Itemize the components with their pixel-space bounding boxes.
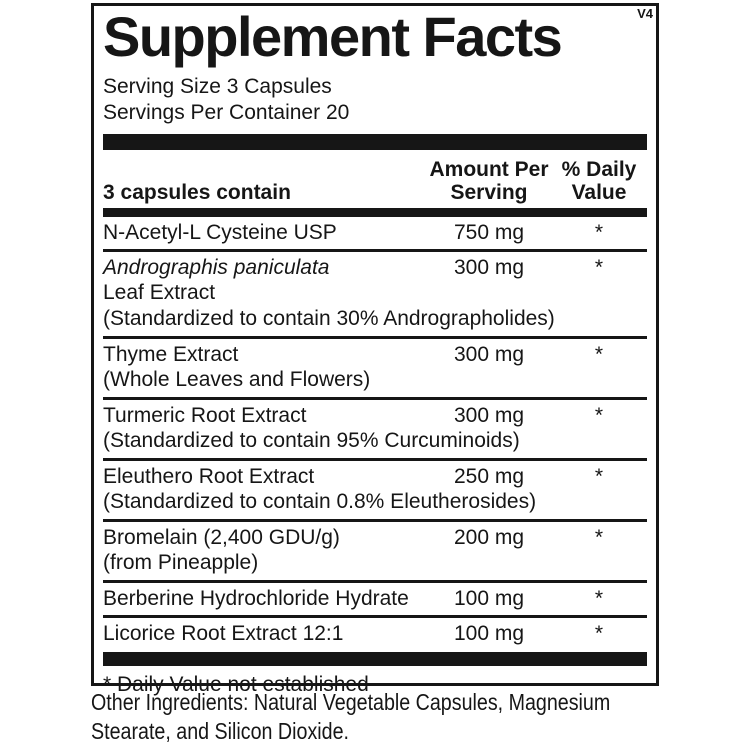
ingredient-row-main: Licorice Root Extract 12:1 100 mg * [103,621,647,646]
ingredient-row: Thyme Extract 300 mg * (Whole Leaves and… [103,336,647,397]
ingredient-amount: 300 mg [453,343,525,366]
ingredient-daily-value: * [594,587,604,610]
ingredient-amount: 300 mg [453,256,525,279]
ingredient-row-main: Turmeric Root Extract 300 mg * [103,403,647,428]
ingredient-daily-value: * [594,622,604,645]
ingredient-row: Andrographis paniculata 300 mg * Leaf Ex… [103,249,647,336]
ingredient-daily-value: * [594,221,604,244]
ingredient-daily-value: * [594,256,604,279]
ingredient-row-main: Eleuthero Root Extract 250 mg * [103,464,647,489]
ingredient-name: Turmeric Root Extract [103,404,307,427]
ingredient-name: Thyme Extract [103,343,239,366]
ingredient-row-main: Thyme Extract 300 mg * [103,342,647,367]
ingredient-row: N-Acetyl-L Cysteine USP 750 mg * [103,217,647,249]
ingredient-amount: 300 mg [453,404,525,427]
ingredient-row: Licorice Root Extract 12:1 100 mg * [103,615,647,650]
divider-bar-thick-bottom [103,652,647,666]
ingredient-row: Berberine Hydrochloride Hydrate 100 mg * [103,580,647,615]
ingredient-daily-value: * [594,465,604,488]
column-header-daily-value: % Daily Value [561,158,637,204]
ingredient-amount: 100 mg [453,587,525,610]
ingredient-row-main: Bromelain (2,400 GDU/g) 200 mg * [103,525,647,550]
supplement-facts-panel: V4 Supplement Facts Serving Size 3 Capsu… [91,3,659,696]
column-header-ingredient: 3 capsules contain [103,181,291,204]
ingredient-amount: 200 mg [453,526,525,549]
version-tag: V4 [637,6,653,21]
serving-size: Serving Size 3 Capsules [103,75,332,98]
ingredients-table-body: N-Acetyl-L Cysteine USP 750 mg * Androgr… [103,217,647,650]
table-header: 3 capsules contain Amount Per Serving % … [103,158,647,204]
ingredient-amount: 750 mg [453,221,525,244]
divider-bar-medium [103,208,647,217]
ingredient-name: Eleuthero Root Extract [103,465,315,488]
servings-per-container: Servings Per Container 20 [103,101,350,124]
ingredient-detail: (Whole Leaves and Flowers) [103,368,371,391]
ingredient-detail: (Standardized to contain 30% Andrographo… [103,307,555,330]
ingredient-name: Andrographis paniculata [103,256,330,279]
ingredient-detail: (from Pineapple) [103,551,259,574]
ingredient-amount: 100 mg [453,622,525,645]
ingredient-detail: Leaf Extract [103,281,216,304]
other-ingredients: Other Ingredients: Natural Vegetable Cap… [91,689,611,744]
ingredient-row: Turmeric Root Extract 300 mg * (Standard… [103,397,647,458]
ingredient-name: Licorice Root Extract 12:1 [103,622,344,645]
ingredient-row-main: N-Acetyl-L Cysteine USP 750 mg * [103,220,647,245]
ingredient-row-main: Andrographis paniculata 300 mg * [103,255,647,280]
ingredient-row: Bromelain (2,400 GDU/g) 200 mg * (from P… [103,519,647,580]
column-header-amount: Amount Per Serving [429,158,549,204]
serving-info: Serving Size 3 Capsules Servings Per Con… [103,74,647,126]
ingredient-name: Berberine Hydrochloride Hydrate [103,587,409,610]
daily-value-footnote: * Daily Value not established [103,673,369,696]
ingredient-amount: 250 mg [453,465,525,488]
divider-bar-thick-top [103,134,647,150]
ingredient-daily-value: * [594,404,604,427]
ingredient-daily-value: * [594,526,604,549]
ingredient-daily-value: * [594,343,604,366]
ingredient-detail: (Standardized to contain 0.8% Eleutheros… [103,490,537,513]
ingredient-name: Bromelain (2,400 GDU/g) [103,526,340,549]
ingredient-detail: (Standardized to contain 95% Curcuminoid… [103,429,520,452]
panel-title: Supplement Facts [103,5,563,68]
ingredient-name: N-Acetyl-L Cysteine USP [103,221,337,244]
ingredient-row: Eleuthero Root Extract 250 mg * (Standar… [103,458,647,519]
ingredient-row-main: Berberine Hydrochloride Hydrate 100 mg * [103,586,647,611]
